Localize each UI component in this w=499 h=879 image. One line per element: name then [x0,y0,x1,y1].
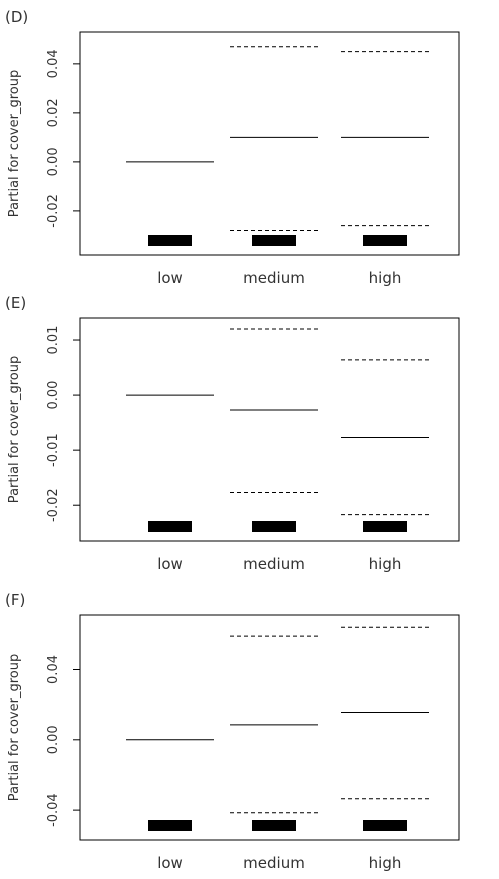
y-axis-title: Partial for cover_group [7,356,22,503]
x-tick-label: high [369,555,402,573]
x-tick-label: medium [243,555,305,573]
panel-3: (F) Partial for cover_group -0.04 0.00 0.04 l… [5,591,460,872]
rug-block [148,521,192,532]
rug-block [148,820,192,831]
y-tick-label: -0.01 [46,433,61,467]
rug-block [252,521,296,532]
x-tick-label: high [369,854,402,872]
panel-label: (D) [5,8,28,26]
rug-block [363,521,407,532]
y-tick-label: 0.02 [46,98,61,127]
rug-block [363,820,407,831]
rug-block [148,235,192,246]
plot-frame [79,31,460,256]
plot-frame [79,614,460,841]
rug-block [252,235,296,246]
panel-label: (E) [5,294,26,312]
rug-block [363,235,407,246]
rug-block [252,820,296,831]
x-tick-label: high [369,269,402,287]
y-tick-label: 0.00 [46,147,61,176]
y-tick-label: -0.04 [46,793,61,827]
y-tick-label: 0.00 [46,381,61,410]
y-tick-label: 0.04 [46,49,61,78]
x-tick-label: medium [243,269,305,287]
x-tick-label: low [157,555,183,573]
x-tick-label: low [157,269,183,287]
y-axis-title: Partial for cover_group [7,654,22,801]
y-tick-label: 0.00 [46,725,61,754]
y-tick-label: -0.02 [46,488,61,522]
x-tick-label: medium [243,854,305,872]
panel-1: (D) Partial for cover_group -0.02 0.00 0.02 0… [5,8,460,287]
panel-label: (F) [5,591,25,609]
x-tick-label: low [157,854,183,872]
y-tick-label: 0.04 [46,655,61,684]
y-axis-title: Partial for cover_group [7,70,22,217]
y-tick-label: 0.01 [46,326,61,355]
plot-frame [79,317,460,542]
panel-2: (E) Partial for cover_group -0.02 -0.01 0.00… [5,294,460,573]
y-tick-label: -0.02 [46,194,61,228]
